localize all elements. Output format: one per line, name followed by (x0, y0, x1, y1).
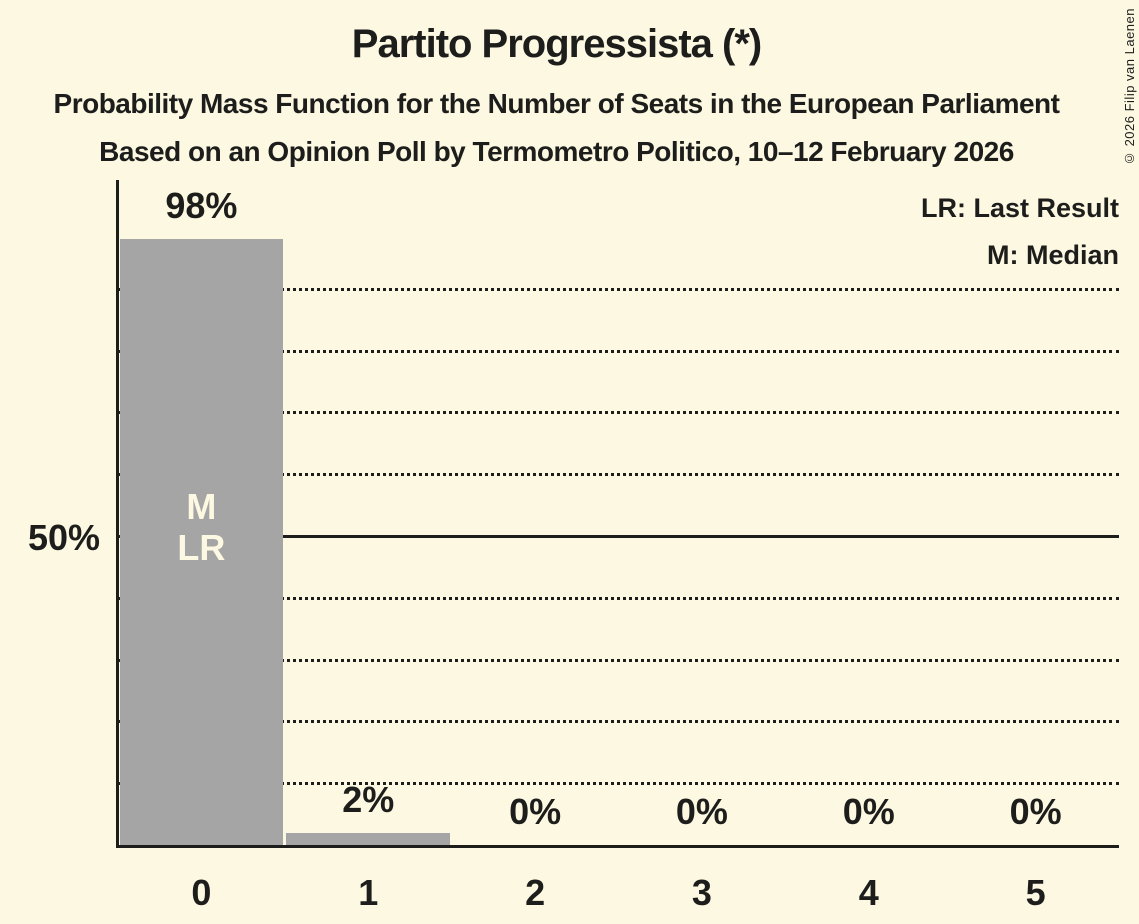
value-label-seats-4: 0% (842, 791, 895, 832)
legend: LR: Last Result M: Median (921, 185, 1119, 279)
x-tick-label-5: 5 (1025, 872, 1046, 913)
x-tick-label-1: 1 (358, 872, 379, 913)
value-label-seats-2: 0% (509, 791, 562, 832)
bar-seats-1 (286, 832, 451, 845)
gridline-70pct (118, 411, 1119, 415)
value-label-seats-1: 2% (342, 778, 395, 820)
gridline-90pct (118, 287, 1119, 291)
x-axis-line (116, 845, 1119, 848)
gridline-10pct (118, 782, 1119, 786)
value-label-seats-0: 98% (165, 185, 238, 227)
legend-entry-median: M: Median (987, 240, 1119, 270)
chart-subtitle: Probability Mass Function for the Number… (53, 88, 1060, 119)
value-label-seats-3: 0% (675, 791, 728, 832)
median-gridline-50pct (118, 535, 1119, 538)
y-axis-line (116, 180, 119, 848)
chart-source-line: Based on an Opinion Poll by Termometro P… (99, 136, 1014, 167)
value-label-seats-5: 0% (1009, 791, 1062, 832)
legend-entry-last-result: LR: Last Result (920, 193, 1119, 223)
gridline-60pct (118, 473, 1119, 477)
gridline-20pct (118, 720, 1119, 724)
gridline-40pct (118, 596, 1119, 600)
x-tick-label-4: 4 (858, 872, 879, 913)
chart-title: Partito Progressista (*) (351, 22, 762, 66)
gridline-30pct (118, 658, 1119, 662)
gridline-80pct (118, 349, 1119, 353)
x-tick-label-3: 3 (691, 872, 712, 913)
bar-annotation-median-last-result: M LR (177, 486, 226, 568)
y-axis-tick-label-50: 50% (27, 517, 100, 558)
bar-seats-0 (119, 239, 284, 845)
x-tick-label-0: 0 (191, 872, 212, 913)
x-tick-label-2: 2 (525, 872, 546, 913)
